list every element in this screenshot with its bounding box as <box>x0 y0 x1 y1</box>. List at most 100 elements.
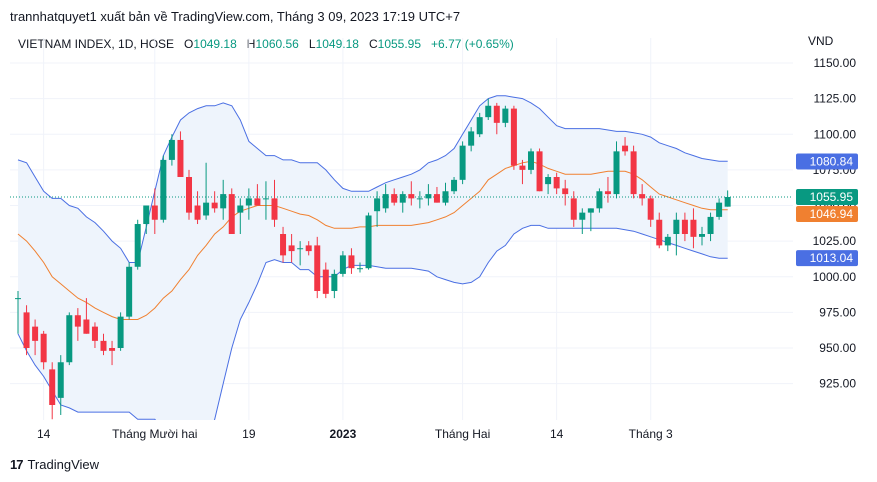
candle-body[interactable] <box>391 194 398 203</box>
candle-body[interactable] <box>254 198 261 206</box>
candle-body[interactable] <box>357 268 363 270</box>
candle-body[interactable] <box>365 215 372 269</box>
y-tick-label: 1025.00 <box>813 234 857 248</box>
candle-body[interactable] <box>168 139 175 160</box>
candle-body[interactable] <box>451 179 458 192</box>
candle-body[interactable] <box>442 191 449 203</box>
candle-body[interactable] <box>493 105 500 123</box>
candle-body[interactable] <box>66 315 73 363</box>
candle-body[interactable] <box>271 198 278 220</box>
candle-body[interactable] <box>673 219 680 234</box>
y-tick-label: 950.00 <box>819 341 856 355</box>
symbol-title: VIETNAM INDEX, 1D, HOSE <box>18 37 175 51</box>
candle-body[interactable] <box>305 245 312 252</box>
candle-body[interactable] <box>331 273 338 291</box>
candle-body[interactable] <box>15 298 21 300</box>
tradingview-brand: TradingView <box>27 457 100 472</box>
candle-body[interactable] <box>416 198 423 200</box>
candle-body[interactable] <box>49 369 56 405</box>
price-label-badge <box>796 153 858 170</box>
candle-body[interactable] <box>262 198 269 200</box>
candle-body[interactable] <box>280 234 287 256</box>
candle-body[interactable] <box>545 177 552 185</box>
candle-body[interactable] <box>553 177 560 189</box>
candle-body[interactable] <box>459 145 466 180</box>
candle-body[interactable] <box>348 255 355 269</box>
candle-body[interactable] <box>40 333 47 363</box>
candle-body[interactable] <box>613 151 620 195</box>
candle-body[interactable] <box>100 340 107 351</box>
candle-body[interactable] <box>74 315 81 327</box>
candle-body[interactable] <box>228 194 235 234</box>
candle-body[interactable] <box>117 316 124 348</box>
candle-body[interactable] <box>245 198 252 206</box>
y-tick-label: 1000.00 <box>813 270 857 284</box>
candle-body[interactable] <box>382 194 389 209</box>
candle-body[interactable] <box>707 216 714 234</box>
candle-body[interactable] <box>186 177 192 213</box>
candle-body[interactable] <box>425 194 432 199</box>
y-tick-label: 975.00 <box>819 305 856 319</box>
candle-body[interactable] <box>528 151 534 170</box>
tradingview-logo[interactable]: 17 TradingView <box>10 457 99 472</box>
candle-body[interactable] <box>433 194 440 203</box>
candle-body[interactable] <box>143 205 150 225</box>
candle-body[interactable] <box>519 165 526 170</box>
candle-body[interactable] <box>468 131 475 146</box>
candle-body[interactable] <box>570 198 577 220</box>
candle-body[interactable] <box>639 194 646 199</box>
publisher-line: trannhatquyet1 xuất bản về TradingView.c… <box>10 9 461 24</box>
candle-body[interactable] <box>211 202 218 209</box>
candle-body[interactable] <box>622 145 629 152</box>
candle-body[interactable] <box>322 269 329 294</box>
price-label-text: 1013.04 <box>810 251 854 265</box>
ohlc-legend: VIETNAM INDEX, 1D, HOSE O1049.18 H1060.5… <box>18 37 514 51</box>
candle-body[interactable] <box>83 319 90 334</box>
candle-body[interactable] <box>690 219 697 237</box>
candle-body[interactable] <box>647 198 654 220</box>
price-label-badge <box>796 206 858 223</box>
candle-body[interactable] <box>716 202 723 217</box>
candle-body[interactable] <box>374 198 381 212</box>
candle-body[interactable] <box>681 219 688 234</box>
candle-body[interactable] <box>288 245 295 252</box>
currency-label: VND <box>808 34 834 48</box>
candle-body[interactable] <box>220 194 227 209</box>
candle-body[interactable] <box>502 108 509 123</box>
candle-body[interactable] <box>177 139 184 177</box>
candle-body[interactable] <box>510 108 517 166</box>
candle-body[interactable] <box>699 234 705 237</box>
candle-body[interactable] <box>237 205 244 213</box>
candle-body[interactable] <box>579 212 586 220</box>
candle-body[interactable] <box>476 117 483 135</box>
candle-body[interactable] <box>587 208 594 213</box>
x-tick-label: Tháng Mười hai <box>112 427 197 441</box>
candle-body[interactable] <box>656 219 663 246</box>
candle-body[interactable] <box>57 362 64 398</box>
candle-body[interactable] <box>109 348 116 351</box>
candle-body[interactable] <box>485 105 492 118</box>
candle-body[interactable] <box>408 194 415 199</box>
candle-body[interactable] <box>562 188 569 195</box>
candle-body[interactable] <box>724 197 731 207</box>
low-value: 1049.18 <box>315 37 359 51</box>
candle-body[interactable] <box>314 245 321 291</box>
candle-body[interactable] <box>126 266 133 317</box>
candle-body[interactable] <box>339 255 346 274</box>
candle-body[interactable] <box>604 191 611 195</box>
candle-body[interactable] <box>596 191 603 209</box>
candle-body[interactable] <box>297 248 304 250</box>
candle-body[interactable] <box>32 326 39 341</box>
candle-body[interactable] <box>151 205 158 220</box>
candle-body[interactable] <box>134 224 141 267</box>
candle-body[interactable] <box>536 151 543 192</box>
candle-body[interactable] <box>630 151 637 195</box>
candle-body[interactable] <box>23 312 30 348</box>
candle-body[interactable] <box>91 326 98 341</box>
candle-body[interactable] <box>194 205 201 220</box>
candle-body[interactable] <box>203 202 210 216</box>
candle-body[interactable] <box>399 194 406 203</box>
candle-body[interactable] <box>664 236 671 246</box>
candle-body[interactable] <box>160 159 167 220</box>
